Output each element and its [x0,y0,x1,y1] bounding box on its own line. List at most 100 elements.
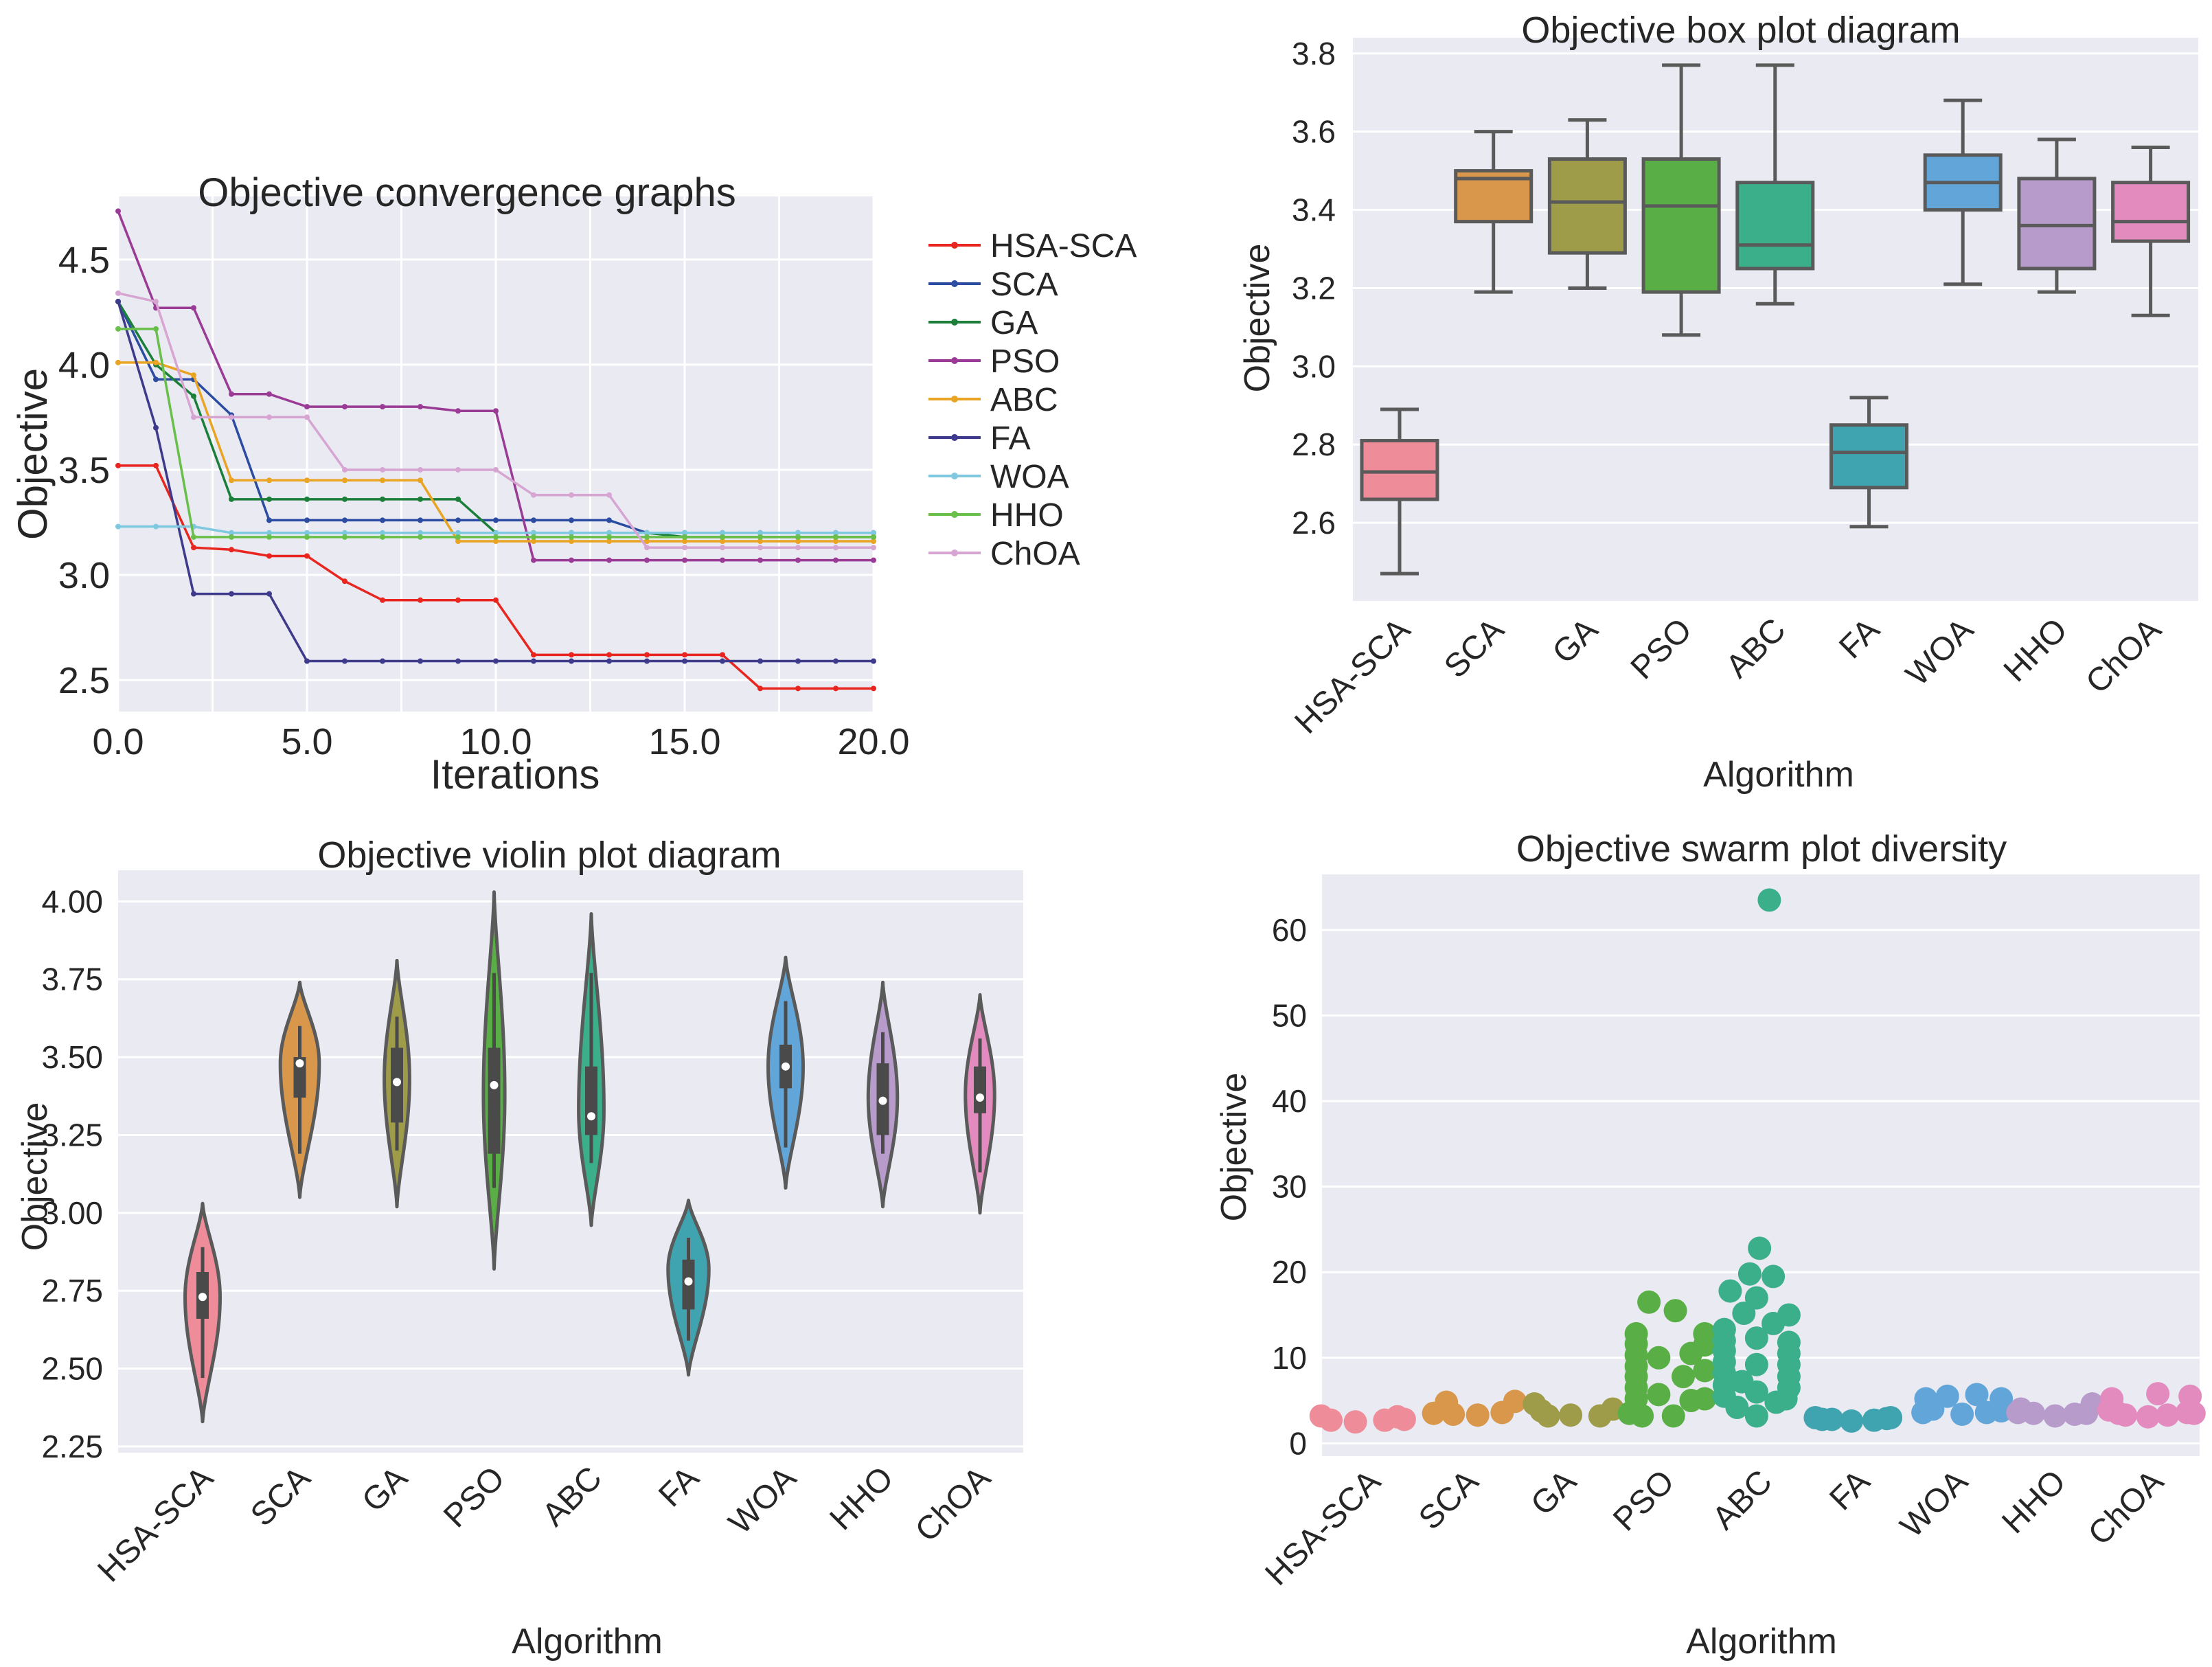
series-marker [833,658,839,664]
series-marker [342,477,347,484]
box-hho [2017,137,2097,294]
swarm-point [1820,1407,1844,1431]
series-marker [795,545,801,551]
swarm-point [1647,1383,1671,1407]
category-label: ABC [1706,1463,1779,1536]
category-label: HSA-SCA [91,1460,220,1589]
series-marker [531,652,536,658]
y-tick-label: 4.5 [58,240,110,281]
violin-ga [383,959,411,1209]
series-marker [606,557,612,563]
legend-marker [951,396,958,402]
category-label: WOA [1899,611,1981,693]
category-label: HSA-SCA [1258,1463,1387,1592]
series-marker [569,557,574,563]
box-sca [1454,130,1533,294]
violin-fa [666,1199,711,1377]
series-marker [606,492,612,498]
violin-median-dot [976,1093,984,1102]
series-marker [644,652,650,658]
swarm-point [1748,1236,1772,1260]
y-tick-label: 2.50 [41,1351,103,1387]
iqr-box [1641,157,1721,294]
series-marker [644,658,650,664]
series-marker [720,658,725,664]
y-tick-label: 3.25 [41,1117,103,1153]
series-marker [531,557,536,563]
convergence-title: Objective convergence graphs [198,170,736,215]
series-marker [191,305,196,311]
series-pso [115,208,876,563]
swarm-point [1950,1402,1974,1426]
series-marker [380,496,385,502]
series-marker [531,658,536,664]
swarm-point [1777,1330,1801,1354]
x-tick-label: 10.0 [459,721,532,762]
series-marker [531,517,536,523]
category-label: PSO [437,1460,512,1534]
series-marker [304,517,310,523]
series-marker [757,534,763,540]
swarm-point [1744,1286,1768,1310]
box-woa [1923,98,2003,286]
series-marker [455,408,461,414]
category-label: PSO [1624,611,1699,686]
series-marker [682,530,687,536]
swarm-point [1392,1407,1416,1431]
box-choa [2111,145,2191,317]
series-marker [418,534,423,540]
series-marker [606,517,612,523]
series-marker [871,538,876,545]
series-marker [795,557,801,563]
y-tick-label: 3.75 [41,962,103,997]
swarm-point [2136,1405,2160,1429]
series-marker [115,208,121,214]
series-marker [153,424,159,431]
y-tick-label: 3.4 [1292,192,1336,228]
series-marker [569,658,574,664]
violin-abc [577,911,606,1227]
series-marker [531,538,536,545]
swarm-point [1672,1365,1695,1389]
series-marker [304,553,310,559]
violin-median-dot [878,1096,887,1105]
series-marker [380,597,385,603]
series-marker [342,466,347,473]
y-tick-label: 4.0 [58,345,110,386]
series-marker [493,538,499,545]
series-marker [115,326,121,332]
series-marker [380,658,385,664]
iqr-box [2017,177,2097,271]
series-marker [795,685,801,692]
series-marker [493,658,499,664]
series-marker [833,530,839,536]
swarm-point [1965,1383,1989,1407]
y-tick-label: 50 [1272,998,1307,1034]
violin-median-dot [782,1062,790,1071]
series-marker [682,538,687,545]
series-marker [304,534,310,540]
violin-iqr-bar [293,1057,306,1098]
iqr-box [1829,423,1908,490]
swarm-point [1693,1322,1717,1346]
category-label: ABC [1719,611,1792,685]
category-label: SCA [1412,1463,1485,1536]
category-label: ABC [536,1460,609,1533]
swarm-point [1503,1390,1527,1414]
series-marker [757,538,763,545]
violin-hsa-sca [183,1201,222,1424]
swarm-point [1663,1299,1687,1323]
y-tick-label: 2.75 [41,1273,103,1308]
series-marker [304,477,310,484]
series-marker [342,530,347,536]
series-marker [455,466,461,473]
y-tick-label: 2.8 [1292,427,1336,462]
series-marker [493,517,499,523]
series-marker [115,290,121,296]
y-tick-label: 3.8 [1292,36,1336,71]
swarm-plot-y-label: Objective [1214,1073,1254,1222]
series-marker [191,545,196,551]
series-marker [871,557,876,563]
y-tick-label: 30 [1272,1169,1307,1205]
swarm-point [1319,1408,1343,1432]
